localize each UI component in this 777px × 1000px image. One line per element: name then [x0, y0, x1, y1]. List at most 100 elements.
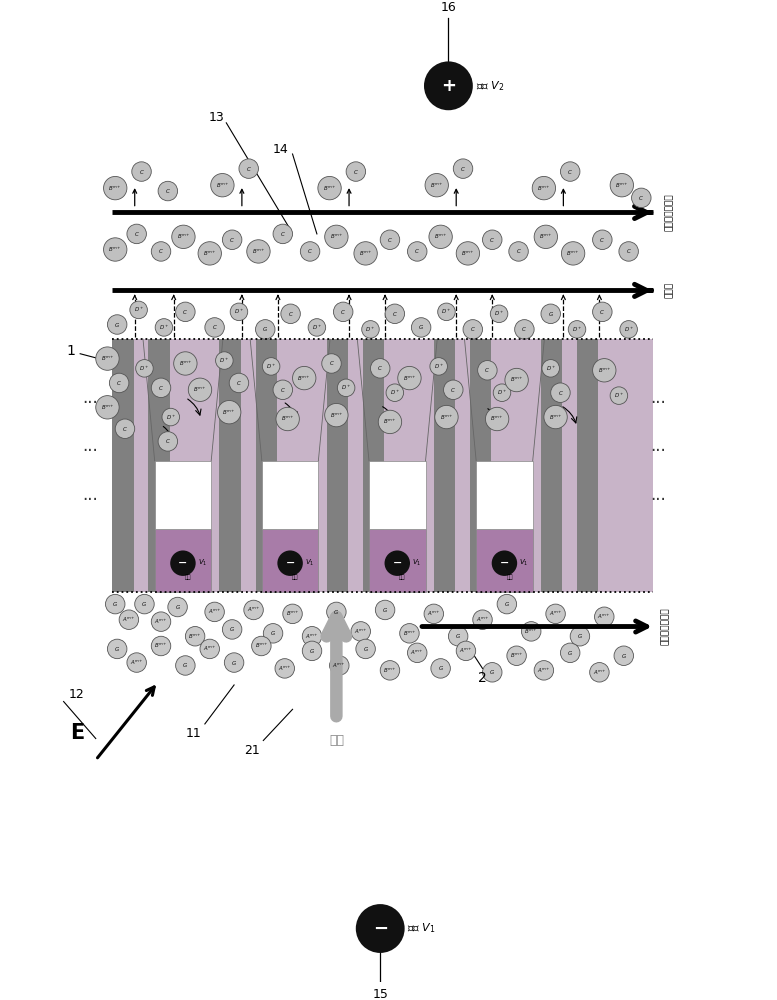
- Text: $B^{m+}$: $B^{m+}$: [566, 249, 580, 258]
- Text: 电极: 电极: [507, 574, 513, 580]
- Circle shape: [326, 602, 346, 622]
- Text: −: −: [373, 920, 388, 938]
- Text: $B^{m+}$: $B^{m+}$: [490, 415, 503, 423]
- Text: $D^+$: $D^+$: [266, 362, 276, 371]
- Text: $C$: $C$: [307, 247, 313, 255]
- Text: $C$: $C$: [340, 308, 346, 316]
- Circle shape: [172, 225, 195, 249]
- Circle shape: [96, 396, 119, 419]
- Text: $C$: $C$: [183, 308, 188, 316]
- Text: 12: 12: [68, 688, 84, 701]
- Circle shape: [256, 320, 275, 339]
- Bar: [434, 339, 455, 592]
- Circle shape: [593, 230, 612, 249]
- Circle shape: [205, 602, 225, 622]
- Circle shape: [610, 387, 628, 404]
- Circle shape: [283, 604, 302, 624]
- Text: 一价离子收集池: 一价离子收集池: [664, 194, 674, 231]
- Text: $G$: $G$: [183, 661, 188, 669]
- Circle shape: [398, 366, 421, 390]
- Text: 电极: 电极: [185, 574, 191, 580]
- Text: $C$: $C$: [639, 194, 644, 202]
- Circle shape: [329, 656, 349, 675]
- Circle shape: [134, 594, 154, 614]
- Circle shape: [399, 624, 419, 643]
- Text: −: −: [392, 558, 402, 568]
- Text: $D^+$: $D^+$: [365, 325, 375, 334]
- Text: $B^{m+}$: $B^{m+}$: [188, 632, 202, 641]
- Circle shape: [590, 663, 609, 682]
- Text: $C$: $C$: [211, 323, 218, 331]
- Circle shape: [275, 659, 294, 678]
- Circle shape: [493, 384, 510, 401]
- Text: $V_1$: $V_1$: [197, 558, 207, 568]
- Circle shape: [444, 380, 463, 400]
- Bar: [155, 461, 211, 529]
- Text: −: −: [500, 558, 509, 568]
- Text: ...: ...: [82, 437, 98, 455]
- Circle shape: [115, 419, 134, 438]
- Text: $C$: $C$: [451, 386, 456, 394]
- Text: 电极 $V_2$: 电极 $V_2$: [476, 79, 504, 93]
- Circle shape: [456, 242, 479, 265]
- Bar: [262, 461, 319, 529]
- Circle shape: [127, 224, 146, 244]
- Text: $C$: $C$: [387, 236, 393, 244]
- Circle shape: [229, 373, 249, 393]
- Text: $B^{m+}$: $B^{m+}$: [203, 249, 217, 258]
- Circle shape: [593, 359, 616, 382]
- Text: $A^{m+}$: $A^{m+}$: [130, 658, 144, 667]
- Text: $A^{m+}$: $A^{m+}$: [278, 664, 291, 673]
- Text: $B^{m+}$: $B^{m+}$: [281, 415, 294, 423]
- Text: 电极: 电极: [292, 574, 298, 580]
- Circle shape: [483, 230, 502, 249]
- Circle shape: [136, 360, 153, 377]
- Text: $G$: $G$: [333, 608, 340, 616]
- Bar: [148, 339, 170, 592]
- Text: $B^{m+}$: $B^{m+}$: [255, 642, 268, 650]
- Text: $A^{m+}$: $A^{m+}$: [207, 607, 221, 616]
- Circle shape: [351, 622, 371, 641]
- Text: $C$: $C$: [165, 187, 171, 195]
- Text: $B^{m+}$: $B^{m+}$: [155, 642, 168, 650]
- Text: $G$: $G$: [270, 629, 276, 637]
- Text: $B^{m+}$: $B^{m+}$: [383, 417, 397, 426]
- Text: $B^{m+}$: $B^{m+}$: [101, 403, 114, 412]
- Text: $C$: $C$: [229, 236, 235, 244]
- Text: $C$: $C$: [329, 359, 334, 367]
- Text: $B^{m+}$: $B^{m+}$: [322, 184, 336, 193]
- Text: $B^{m+}$: $B^{m+}$: [286, 609, 299, 618]
- Circle shape: [247, 240, 270, 263]
- Circle shape: [356, 639, 375, 659]
- Text: $C$: $C$: [516, 247, 521, 255]
- Circle shape: [325, 225, 348, 249]
- Text: $D^+$: $D^+$: [234, 307, 244, 316]
- Circle shape: [534, 661, 554, 680]
- Circle shape: [205, 318, 225, 337]
- Text: $G$: $G$: [363, 645, 368, 653]
- Circle shape: [456, 641, 476, 661]
- Text: $B^{m+}$: $B^{m+}$: [539, 232, 552, 241]
- Bar: [219, 339, 241, 592]
- Circle shape: [380, 230, 399, 249]
- Circle shape: [437, 303, 455, 321]
- Circle shape: [568, 321, 586, 338]
- Text: −: −: [285, 558, 294, 568]
- Circle shape: [278, 551, 301, 575]
- Text: $B^{m+}$: $B^{m+}$: [179, 359, 192, 368]
- Bar: [363, 339, 384, 592]
- Text: $B^{m+}$: $B^{m+}$: [549, 413, 563, 422]
- Circle shape: [620, 321, 637, 338]
- Text: 压力: 压力: [329, 734, 344, 747]
- Text: $C$: $C$: [280, 230, 286, 238]
- Text: $G$: $G$: [548, 310, 554, 318]
- Text: $A^{m+}$: $A^{m+}$: [246, 606, 260, 614]
- Text: 15: 15: [372, 988, 388, 1000]
- Text: $D^+$: $D^+$: [434, 362, 444, 371]
- Text: $D^+$: $D^+$: [494, 309, 504, 318]
- Circle shape: [152, 378, 171, 398]
- Text: +: +: [441, 77, 456, 95]
- Circle shape: [176, 302, 195, 322]
- Circle shape: [325, 403, 348, 427]
- Circle shape: [562, 242, 585, 265]
